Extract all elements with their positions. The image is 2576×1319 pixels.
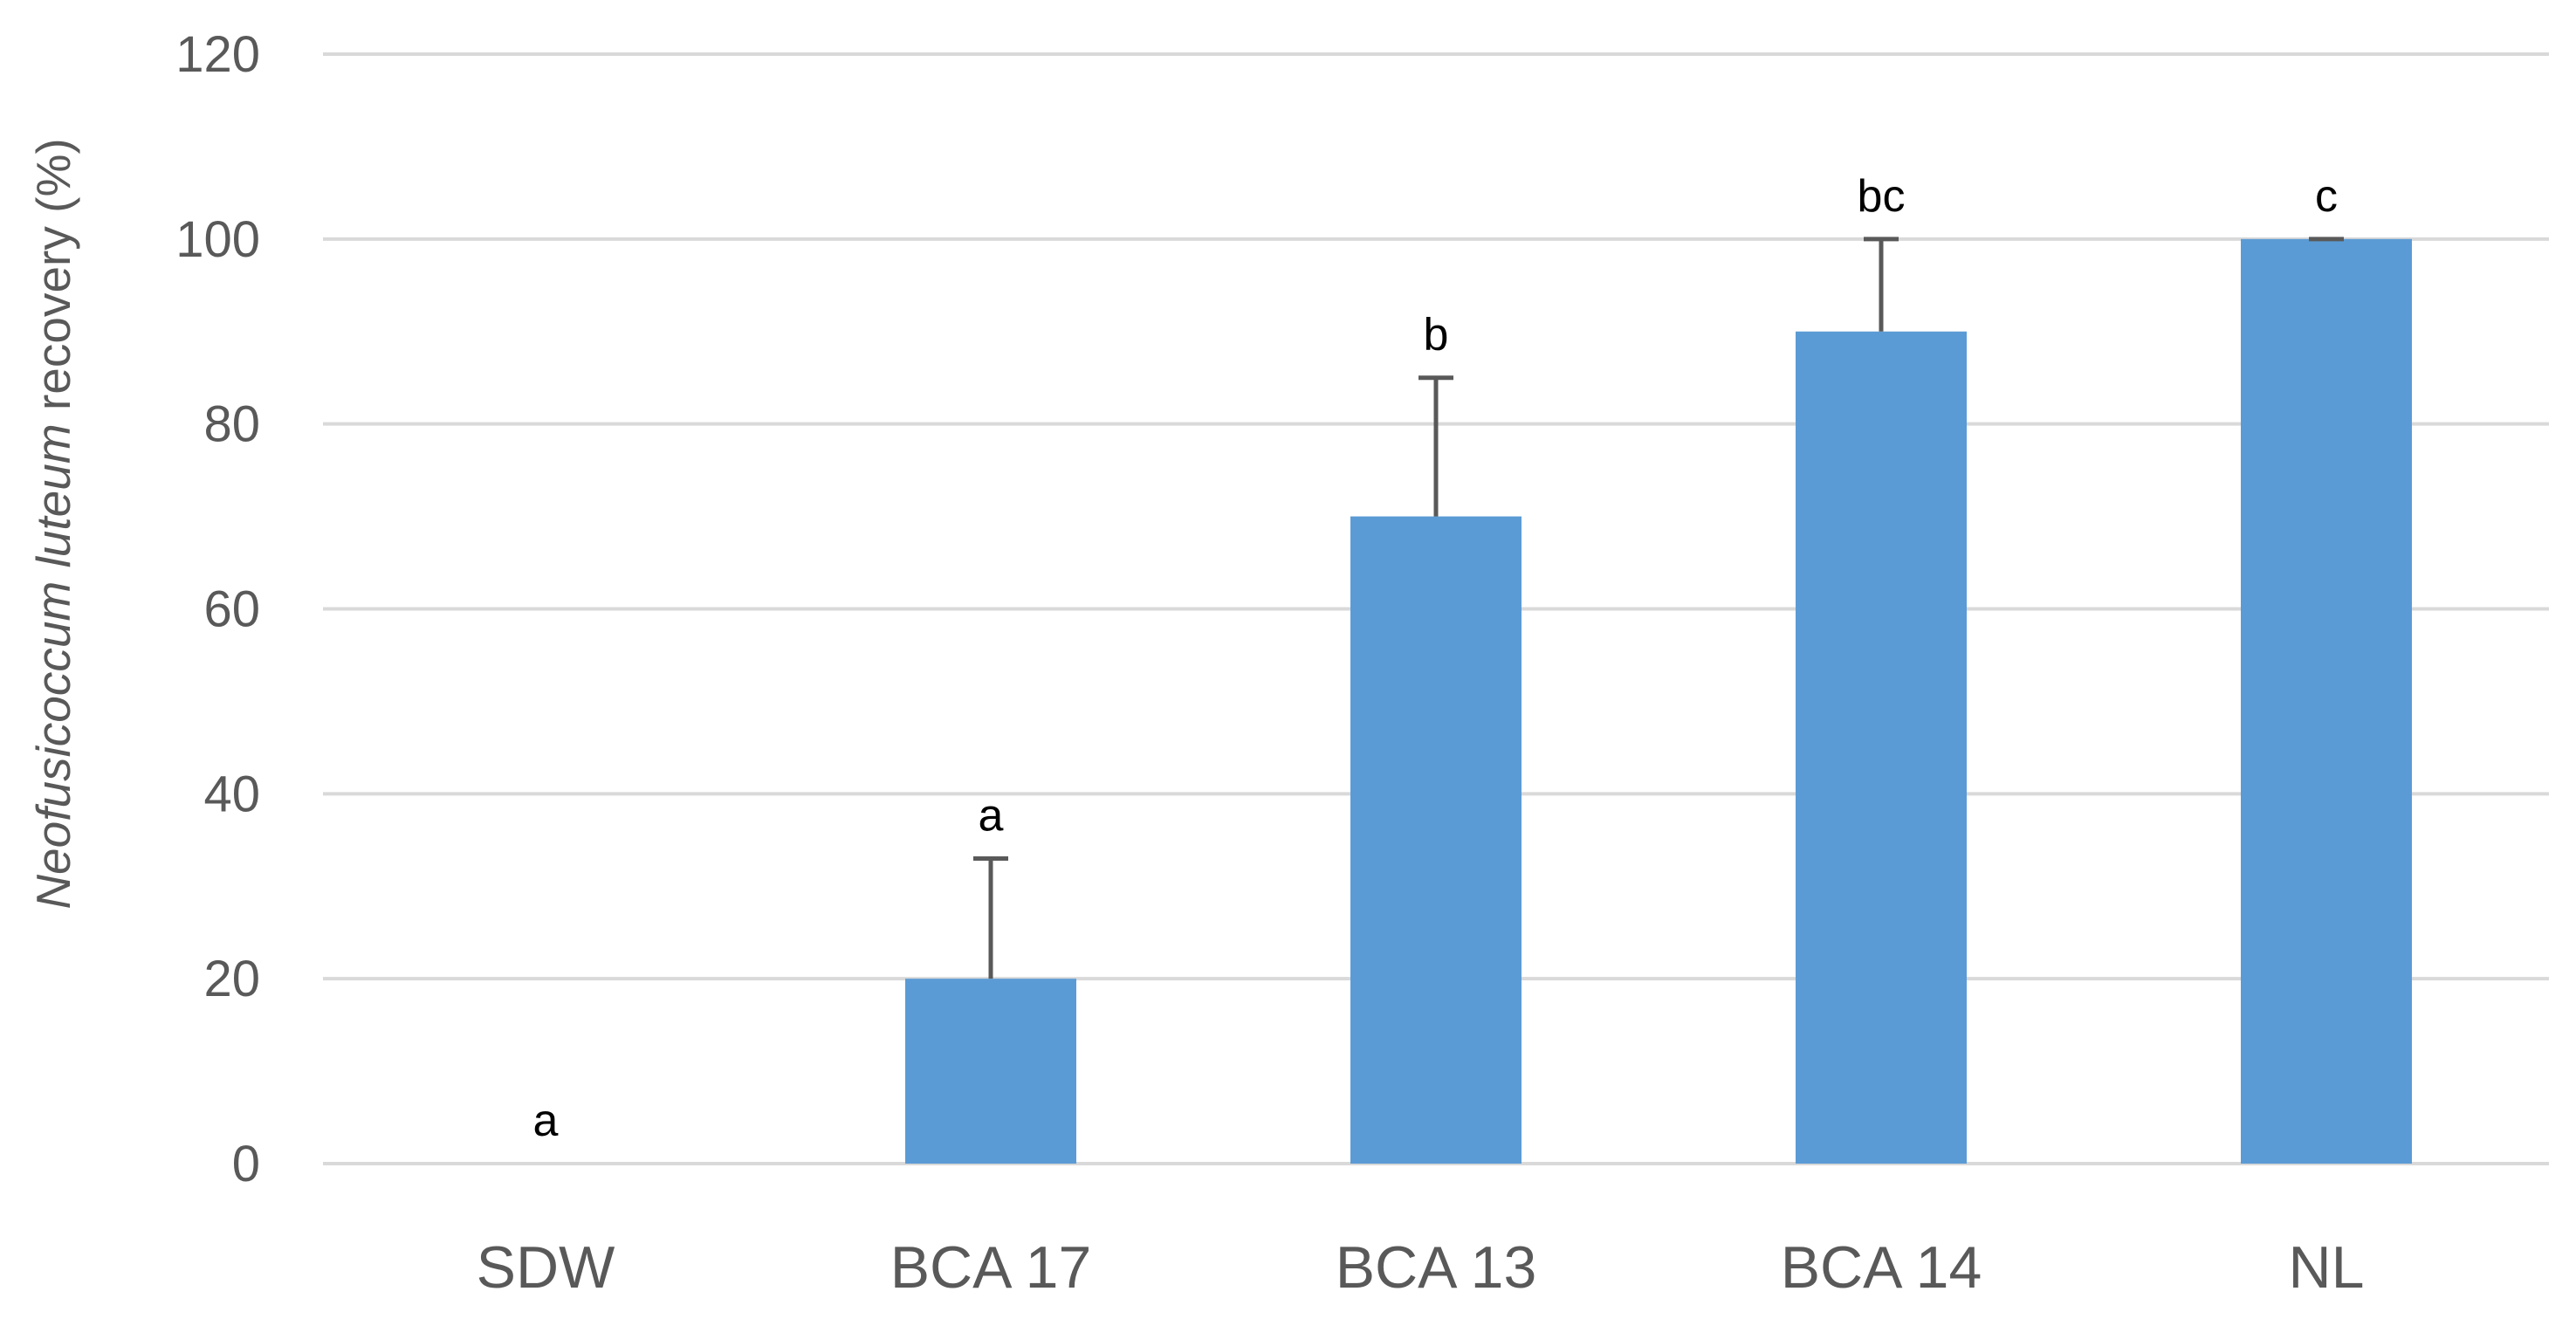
x-tick-label: NL <box>2289 1234 2365 1301</box>
significance-letter: a <box>533 1096 559 1146</box>
y-axis-label-italic: Neofusicoccum luteum <box>26 423 80 909</box>
y-tick-label: 100 <box>175 211 260 268</box>
bar <box>1350 516 1522 1164</box>
significance-letter: a <box>979 790 1004 841</box>
y-axis-label: Neofusicoccum luteum recovery (%) <box>26 138 80 909</box>
significance-letter: bc <box>1858 171 1906 222</box>
y-tick-label: 0 <box>232 1136 260 1192</box>
significance-letter: c <box>2315 171 2338 222</box>
y-axis-ticks: 0 20 40 60 80 100 120 <box>175 26 260 1192</box>
x-tick-label: SDW <box>477 1234 615 1301</box>
x-axis-ticks: SDW BCA 17 BCA 13 BCA 14 NL <box>477 1234 2365 1301</box>
y-tick-label: 20 <box>203 951 260 1007</box>
bar <box>1796 331 1967 1164</box>
y-tick-label: 40 <box>203 766 260 822</box>
y-tick-label: 120 <box>175 26 260 83</box>
y-tick-label: 60 <box>203 581 260 638</box>
significance-letter: b <box>1424 310 1449 361</box>
x-tick-label: BCA 14 <box>1781 1234 1982 1301</box>
bar <box>905 979 1076 1164</box>
x-tick-label: BCA 17 <box>890 1234 1092 1301</box>
y-tick-label: 80 <box>203 396 260 453</box>
significance-letters: a a b bc c <box>533 171 2338 1146</box>
bars <box>905 238 2412 1164</box>
bar <box>2241 238 2412 1164</box>
x-tick-label: BCA 13 <box>1336 1234 1537 1301</box>
error-bars <box>973 237 2344 979</box>
y-axis-label-plain: recovery (%) <box>26 138 80 423</box>
